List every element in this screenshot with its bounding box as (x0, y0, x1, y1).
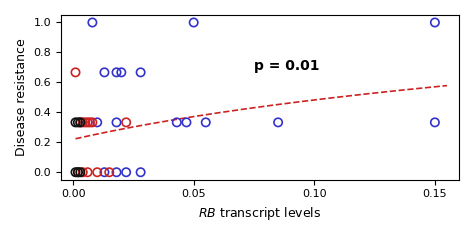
Point (84, 120, 91, 124)
Point (274, 120, 282, 124)
Point (72, 170, 79, 174)
Point (72, 70, 79, 74)
Point (113, 70, 120, 74)
Point (79, 120, 87, 124)
Point (72, 120, 79, 124)
Point (182, 120, 190, 124)
Point (74, 120, 82, 124)
Point (76, 170, 84, 174)
Point (137, 70, 145, 74)
Point (89, 120, 96, 124)
Point (74, 170, 82, 174)
Point (431, 21, 438, 24)
Point (89, 21, 96, 24)
Point (76, 120, 84, 124)
Point (173, 120, 181, 124)
Point (86, 120, 94, 124)
Point (93, 170, 101, 174)
Point (202, 120, 210, 124)
Point (84, 170, 91, 174)
Point (122, 170, 130, 174)
Point (431, 120, 438, 124)
Point (82, 120, 89, 124)
Point (74, 170, 82, 174)
Point (122, 120, 130, 124)
Point (118, 70, 125, 74)
Text: p = 0.01: p = 0.01 (254, 59, 319, 73)
Point (93, 120, 101, 124)
Point (76, 120, 84, 124)
Point (113, 120, 120, 124)
Point (100, 70, 108, 74)
Point (137, 170, 145, 174)
X-axis label: $\mathit{RB}$ transcript levels: $\mathit{RB}$ transcript levels (198, 205, 322, 222)
Point (113, 170, 120, 174)
Point (106, 170, 113, 174)
Y-axis label: Disease resistance: Disease resistance (15, 38, 28, 156)
Point (190, 21, 198, 24)
Point (79, 170, 87, 174)
Point (100, 170, 108, 174)
